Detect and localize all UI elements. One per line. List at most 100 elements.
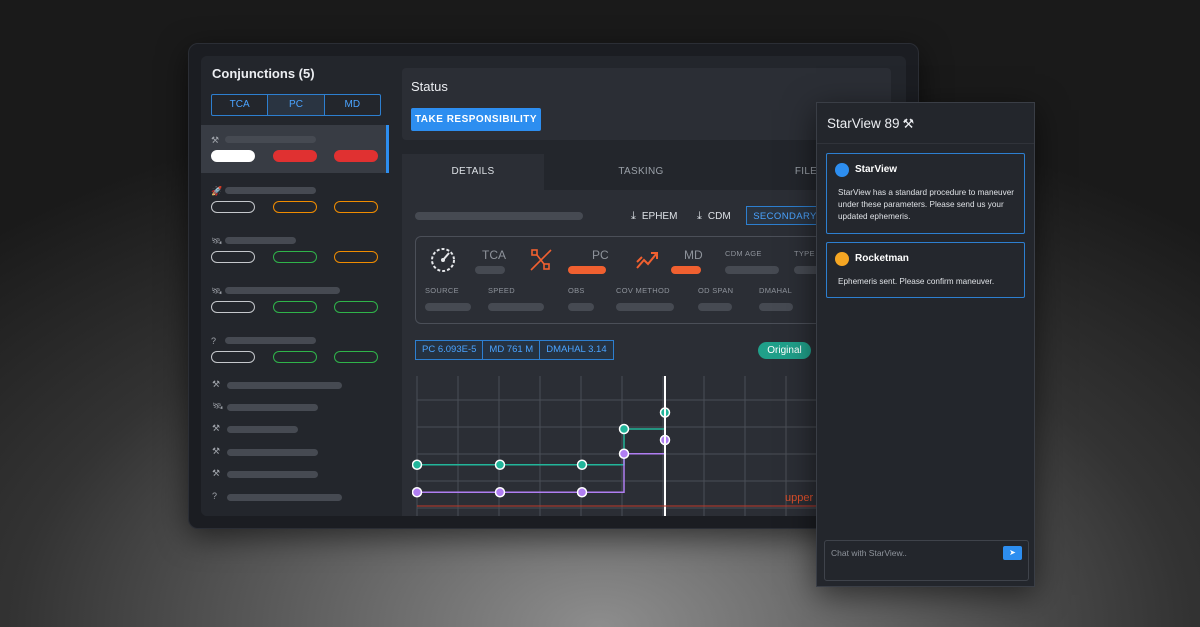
status-card: Status TAKE RESPONSIBILITY xyxy=(402,68,891,140)
chat-panel: StarView 89 ⚒ StarView StarView has a sta… xyxy=(816,102,1035,587)
chat-message: Rocketman Ephemeris sent. Please confirm… xyxy=(826,242,1025,298)
data-point xyxy=(576,459,588,470)
message-text: StarView has a standard procedure to man… xyxy=(838,188,1014,221)
tab-tasking[interactable]: TASKING xyxy=(618,166,664,177)
secondary-button[interactable]: SECONDARY xyxy=(746,206,824,225)
tools-icon: ⚒ xyxy=(212,446,221,456)
data-point xyxy=(412,459,423,470)
conjunctions-panel: Conjunctions (5) TCA PC MD ⚒ 🚀 xyxy=(201,56,389,516)
list-item[interactable]: ? xyxy=(201,488,389,506)
status-pill xyxy=(211,301,255,313)
conjunction-item[interactable]: 🛰 xyxy=(201,226,389,274)
skeleton-bar xyxy=(227,494,342,501)
tab-details[interactable]: DETAILS xyxy=(402,154,544,192)
take-responsibility-button[interactable]: TAKE RESPONSIBILITY xyxy=(411,108,541,131)
threshold-label: upper xyxy=(785,492,813,504)
tab-files[interactable]: FILE xyxy=(794,166,818,177)
tools-icon: ⚒ xyxy=(902,116,915,131)
status-pill xyxy=(211,251,255,263)
conjunction-item[interactable]: 🚀 xyxy=(201,176,389,224)
cdm-download-button[interactable]: ⤓ CDM xyxy=(697,210,731,223)
chat-title: StarView 89 ⚒ xyxy=(827,116,914,132)
md-chip[interactable]: MD 761 M xyxy=(482,340,541,360)
conjunction-item[interactable]: 🛰 xyxy=(201,276,389,324)
skeleton-bar xyxy=(488,303,544,311)
skeleton-bar xyxy=(415,212,583,220)
series-line xyxy=(417,440,666,493)
conjunction-item[interactable]: ? xyxy=(201,326,389,374)
chart-grid xyxy=(416,376,822,516)
data-point xyxy=(412,487,423,498)
list-item[interactable]: 🛰 xyxy=(201,398,389,416)
tools-icon: ⚒ xyxy=(211,135,220,145)
status-pill xyxy=(334,351,378,363)
pc-label: PC xyxy=(592,248,609,262)
data-point xyxy=(494,487,506,498)
type-label: TYPE xyxy=(794,249,815,258)
ephem-download-button[interactable]: ⤓ EPHEM xyxy=(631,210,677,223)
avatar xyxy=(835,163,849,177)
history-chart: upper xyxy=(412,376,822,516)
skeleton-bar xyxy=(225,237,296,244)
pc-chip[interactable]: PC 6.093E-5 xyxy=(415,340,484,360)
list-item[interactable]: ⚒ xyxy=(201,420,389,438)
skeleton-bar xyxy=(475,266,505,274)
gauge-icon xyxy=(431,248,455,272)
status-pill xyxy=(334,301,378,313)
status-pill xyxy=(273,351,317,363)
status-pill xyxy=(334,201,378,213)
sort-tca-button[interactable]: TCA xyxy=(212,95,269,115)
sender-name: StarView xyxy=(855,164,898,175)
status-pill xyxy=(211,150,255,162)
sort-md-button[interactable]: MD xyxy=(344,99,361,110)
skeleton-bar xyxy=(759,303,793,311)
skeleton-bar xyxy=(227,404,318,411)
cdm-age-label: CDM AGE xyxy=(725,249,762,258)
source-label: SOURCE xyxy=(425,286,459,295)
status-pill xyxy=(334,251,378,263)
satellite-icon: 🛰 xyxy=(211,286,223,296)
conjunction-summary: TCA PC MD CDM AGE xyxy=(415,236,837,324)
speed-label: SPEED xyxy=(488,286,515,295)
message-text: Ephemeris sent. Please confirm maneuver. xyxy=(838,277,995,286)
skeleton-bar xyxy=(616,303,674,311)
list-item[interactable]: ⚒ xyxy=(201,443,389,461)
skeleton-bar xyxy=(227,449,318,456)
list-item[interactable]: ⚒ xyxy=(201,465,389,483)
skeleton-bar xyxy=(225,136,316,143)
skeleton-bar xyxy=(568,303,594,311)
skeleton-bar xyxy=(225,337,316,344)
satellite-icon: 🛰 xyxy=(211,236,223,246)
data-point xyxy=(618,448,630,459)
data-point xyxy=(494,459,506,470)
pc-value-bar xyxy=(568,266,606,274)
od-span-label: OD SPAN xyxy=(698,286,734,295)
cov-method-label: COV METHOD xyxy=(616,286,670,295)
skeleton-bar xyxy=(227,471,318,478)
chat-message: StarView StarView has a standard procedu… xyxy=(826,153,1025,234)
tca-label: TCA xyxy=(482,248,506,262)
send-icon: ➤ xyxy=(1009,548,1016,557)
status-pill xyxy=(273,150,317,162)
avatar xyxy=(835,252,849,266)
conjunction-item[interactable]: ⚒ xyxy=(201,125,389,173)
skeleton-bar xyxy=(725,266,779,274)
sort-segmented-control: TCA PC MD xyxy=(211,94,381,116)
download-icon: ⤓ xyxy=(631,210,636,222)
sort-pc-button[interactable]: PC xyxy=(268,95,325,115)
satellite-icon: 🛰 xyxy=(212,401,224,411)
chat-input[interactable]: Chat with StarView.. ➤ xyxy=(824,540,1029,581)
main-inner: Conjunctions (5) TCA PC MD ⚒ 🚀 xyxy=(201,56,906,516)
dmahal-chip[interactable]: DMAHAL 3.14 xyxy=(539,340,614,360)
skeleton-bar xyxy=(225,187,316,194)
status-pill xyxy=(334,150,378,162)
trend-icon xyxy=(636,252,658,269)
status-pill xyxy=(273,301,317,313)
question-icon: ? xyxy=(211,336,217,346)
list-item[interactable]: ⚒ xyxy=(201,376,389,394)
send-button[interactable]: ➤ xyxy=(1003,546,1022,560)
data-point xyxy=(576,487,588,498)
skeleton-bar xyxy=(227,426,298,433)
rocket-icon: 🚀 xyxy=(211,186,223,196)
md-value-bar xyxy=(671,266,701,274)
